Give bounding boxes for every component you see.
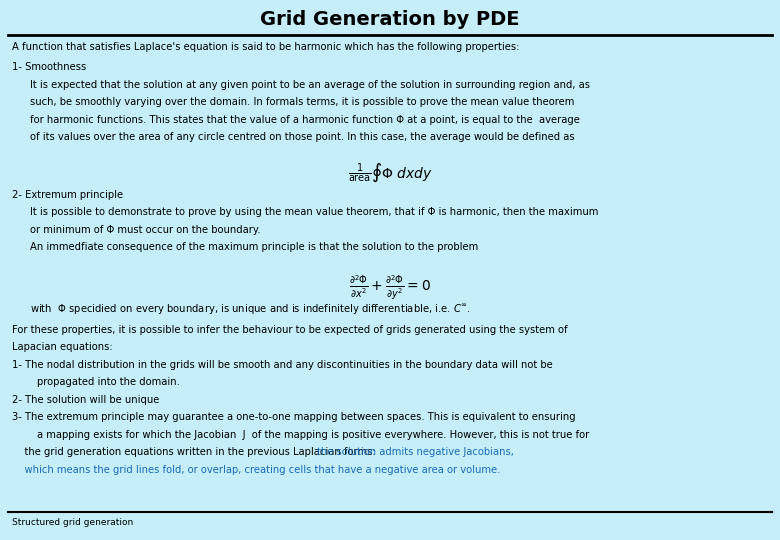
Text: 2- The solution will be unique: 2- The solution will be unique xyxy=(12,395,159,404)
Text: propagated into the domain.: propagated into the domain. xyxy=(37,377,180,387)
Text: or minimum of Φ must occur on the boundary.: or minimum of Φ must occur on the bounda… xyxy=(30,225,261,235)
Text: 1- Smoothness: 1- Smoothness xyxy=(12,62,87,72)
Text: For these properties, it is possible to infer the behaviour to be expected of gr: For these properties, it is possible to … xyxy=(12,325,568,335)
Text: for harmonic functions. This states that the value of a harmonic function Φ at a: for harmonic functions. This states that… xyxy=(30,114,580,125)
Text: the solution admits negative Jacobians,: the solution admits negative Jacobians, xyxy=(317,447,514,457)
Text: which means the grid lines fold, or overlap, creating cells that have a negative: which means the grid lines fold, or over… xyxy=(12,464,501,475)
Text: Grid Generation by PDE: Grid Generation by PDE xyxy=(261,10,519,29)
Text: with  Φ specidied on every boundary, is unique and is indefinitely differentiabl: with Φ specidied on every boundary, is u… xyxy=(30,302,471,316)
Text: 2- Extremum principle: 2- Extremum principle xyxy=(12,190,123,200)
Text: Structured grid generation: Structured grid generation xyxy=(12,518,133,527)
Text: It is possible to demonstrate to prove by using the mean value theorem, that if : It is possible to demonstrate to prove b… xyxy=(30,207,598,218)
Text: $\frac{1}{\mathrm{area}} \oint \Phi \; dxdy$: $\frac{1}{\mathrm{area}} \oint \Phi \; d… xyxy=(348,162,432,184)
Text: It is expected that the solution at any given point to be an average of the solu: It is expected that the solution at any … xyxy=(30,79,590,90)
Text: such, be smoothly varying over the domain. In formals terms, it is possible to p: such, be smoothly varying over the domai… xyxy=(30,97,574,107)
Text: of its values over the area of any circle centred on those point. In this case, : of its values over the area of any circl… xyxy=(30,132,575,142)
Text: A function that satisfies Laplace's equation is said to be harmonic which has th: A function that satisfies Laplace's equa… xyxy=(12,42,519,52)
Text: Lapacian equations:: Lapacian equations: xyxy=(12,342,112,352)
Text: a mapping exists for which the Jacobian  J  of the mapping is positive everywher: a mapping exists for which the Jacobian … xyxy=(37,430,589,440)
Text: An immedfiate consequence of the maximum principle is that the solution to the p: An immedfiate consequence of the maximum… xyxy=(30,242,478,252)
Text: 1- The nodal distribution in the grids will be smooth and any discontinuities in: 1- The nodal distribution in the grids w… xyxy=(12,360,553,369)
Text: the grid generation equations written in the previous Laplacian forms:: the grid generation equations written in… xyxy=(12,447,379,457)
Text: $\frac{\partial^2 \Phi}{\partial x^2} + \frac{\partial^2 \Phi}{\partial y^2} = 0: $\frac{\partial^2 \Phi}{\partial x^2} + … xyxy=(349,274,431,302)
Text: 3- The extremum principle may guarantee a one-to-one mapping between spaces. Thi: 3- The extremum principle may guarantee … xyxy=(12,412,576,422)
